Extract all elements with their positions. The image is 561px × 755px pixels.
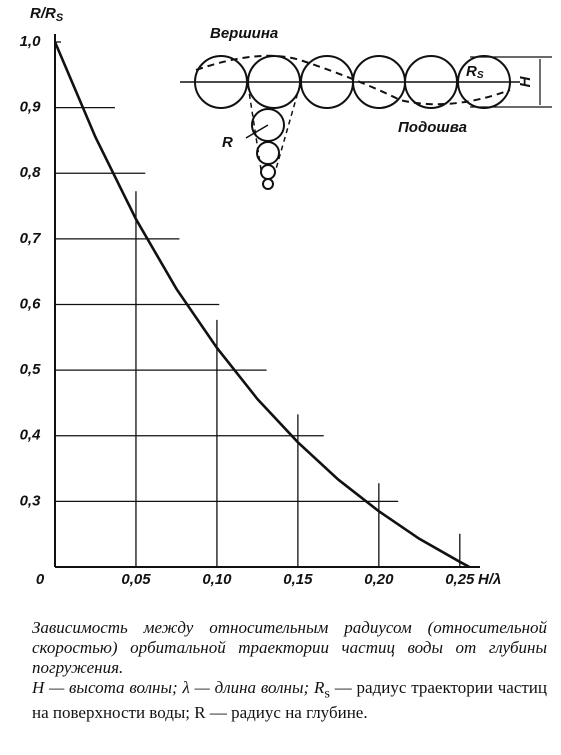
caption-legend-text: H — высота волны; λ — длина волны; R [32,678,325,697]
caption-legend: H — высота волны; λ — длина волны; Rs — … [32,678,547,723]
caption-legend-text: — радиус траектории частиц на поверхност… [32,678,547,723]
x-tick-label: 0,25 [445,571,475,588]
y-tick-label: 0,7 [20,230,42,247]
x-axis-label: H/λ [478,571,501,588]
caption-title: Зависимость между относительным радиусом… [32,618,547,677]
x-tick-label: 0,20 [364,571,394,588]
inset-trough-label: Подошва [398,119,467,136]
inset-crest-label: Вершина [210,25,278,42]
x-tick-label: 0,15 [283,571,313,588]
inset-height-label: H [517,75,534,87]
inset-diagram [180,54,552,190]
y-tick-label: 0,9 [20,99,42,116]
y-tick-label: 0,8 [20,164,42,181]
inset-surface-radius-label: RS [466,63,484,81]
caption-legend-sub: s [324,685,330,702]
y-tick-label: 0,5 [20,361,42,378]
y-axis-label: R/RS [30,5,64,24]
x-tick-label: 0,05 [121,571,151,588]
chart: R/RS H/λ Вершина Подошва R RS H 0,3 0,4 0,… [20,5,552,588]
y-tick-label: 0,6 [20,295,42,312]
y-tick-label: 1,0 [20,33,42,50]
y-tick-label: 0,3 [20,492,42,509]
x-tick-label: 0,10 [202,571,232,588]
caption: Зависимость между относительным радиусом… [32,618,547,723]
inset-radius-label: R [222,134,233,151]
y-tick-label: 0,4 [20,427,42,444]
data-line [53,41,471,569]
x-tick-label: 0 [36,571,45,588]
